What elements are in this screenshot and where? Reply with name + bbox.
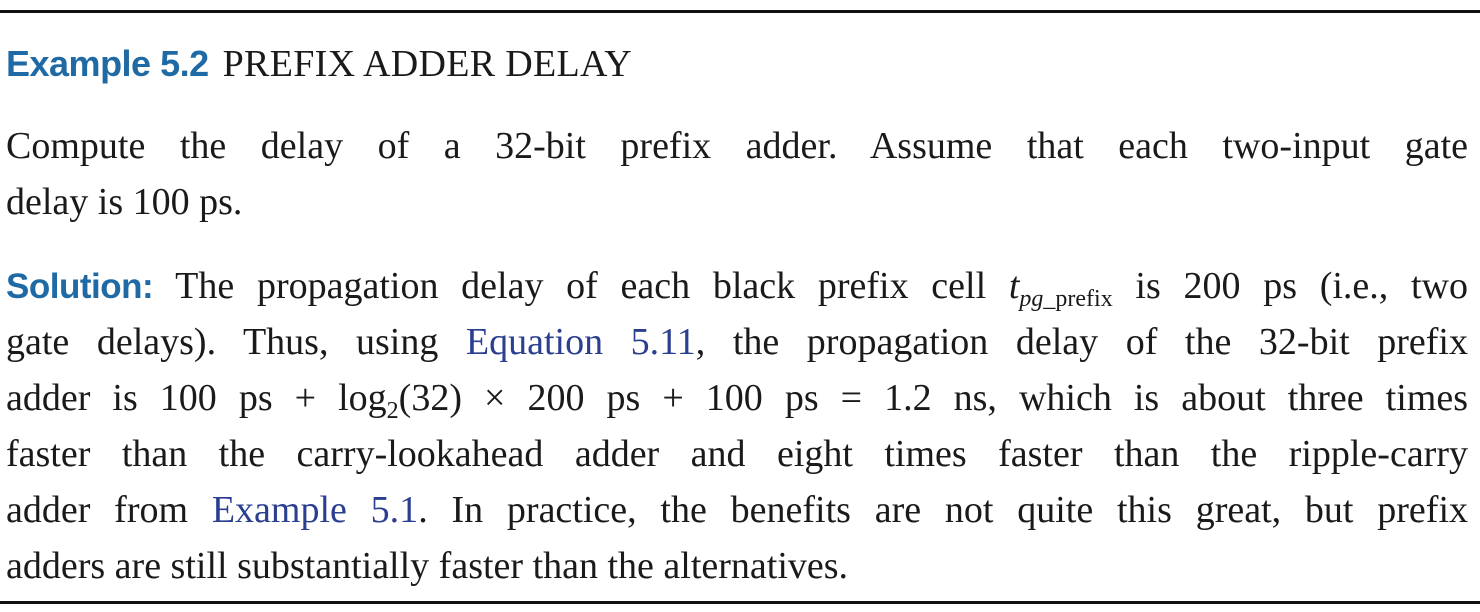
solution-line-4: faster than the carry-lookahead adder an… (6, 433, 1468, 475)
example-label: Example 5.2 (6, 43, 209, 84)
tpg-prefix-subscript: pg_prefix (1019, 286, 1112, 312)
solution-label: Solution: (6, 267, 154, 306)
solution-line-2: gate delays). Thus, using Equation 5.11,… (6, 314, 1468, 370)
example-title: PREFIX ADDER DELAY (222, 43, 632, 85)
top-rule (0, 10, 1480, 13)
subscript-pg: pg (1019, 286, 1044, 312)
tpg-prefix-variable: t (1008, 265, 1020, 307)
solution-text-1a: The propagation delay of each black pref… (153, 265, 1009, 307)
log-base-subscript: 2 (386, 398, 399, 424)
problem-statement: Compute the delay of a 32-bit prefix add… (6, 118, 1468, 230)
example-5-1-link[interactable]: Example 5.1 (211, 489, 419, 531)
subscript-prefix: _prefix (1043, 286, 1113, 312)
solution-line-6: adders are still substantially faster th… (6, 545, 849, 587)
equation-5-11-link[interactable]: Equation 5.11 (465, 321, 696, 363)
solution-text-1b: is 200 ps (i.e., two (1112, 265, 1468, 307)
solution-text-2a: gate delays). Thus, using (6, 321, 466, 363)
problem-line-2: delay is 100 ps. (6, 181, 243, 223)
solution-text-2b: , the propagation delay of the 32-bit pr… (695, 321, 1468, 363)
problem-line-1: Compute the delay of a 32-bit prefix add… (6, 125, 1468, 167)
solution-line-1: Solution: The propagation delay of each … (6, 258, 1468, 314)
solution-text-3b: (32) × 200 ps + 100 ps = 1.2 ns, which i… (398, 377, 1468, 419)
solution-line-3: adder is 100 ps + log2(32) × 200 ps + 10… (6, 370, 1468, 426)
solution-line-5: adder from Example 5.1. In practice, the… (6, 482, 1468, 538)
bottom-rule (0, 601, 1480, 604)
solution-text-3a: adder is 100 ps + log (6, 377, 387, 419)
solution-paragraph: Solution: The propagation delay of each … (6, 258, 1468, 594)
example-header: Example 5.2 PREFIX ADDER DELAY (6, 40, 632, 96)
solution-text-5b: . In practice, the benefits are not quit… (418, 489, 1468, 531)
solution-text-5a: adder from (6, 489, 212, 531)
